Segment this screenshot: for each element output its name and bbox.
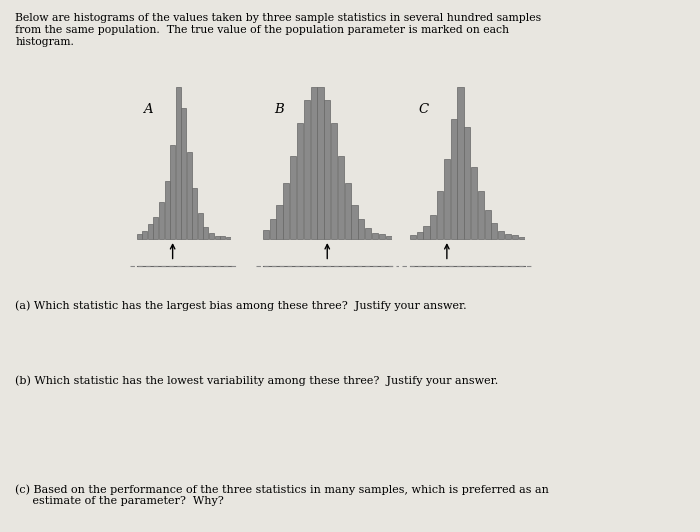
Bar [181,109,186,239]
Bar [365,228,371,239]
Text: B: B [274,103,284,116]
Bar [220,236,225,239]
Bar [209,233,214,239]
Bar [297,122,303,239]
Bar [164,181,169,239]
Bar [311,87,316,239]
Text: Below are histograms of the values taken by three sample statistics in several h: Below are histograms of the values taken… [15,13,542,46]
Bar [437,190,443,239]
Bar [344,184,351,239]
Bar [386,236,392,239]
Bar [284,184,289,239]
Bar [372,233,378,239]
Bar [304,101,310,239]
Bar [187,152,192,239]
Bar [519,237,525,239]
Bar [276,205,283,239]
Bar [193,188,197,239]
Bar [424,226,430,239]
Bar [176,87,181,239]
Bar [136,234,142,239]
Bar [198,213,203,239]
Bar [512,236,518,239]
Bar [148,224,153,239]
Bar [324,101,330,239]
Bar [451,119,456,239]
Bar [262,230,269,239]
Text: C: C [418,103,428,116]
Bar [410,236,416,239]
Text: (b) Which statistic has the lowest variability among these three?  Justify your : (b) Which statistic has the lowest varia… [15,375,498,386]
Bar [270,219,276,239]
Text: (c) Based on the performance of the three statistics in many samples, which is p: (c) Based on the performance of the thre… [15,484,550,506]
Bar [430,214,436,239]
Bar [471,167,477,239]
Text: A: A [143,103,153,116]
Bar [225,237,231,239]
Bar [444,159,450,239]
Bar [290,156,296,239]
Bar [338,156,344,239]
Bar [505,234,511,239]
Bar [215,236,220,239]
Text: (a) Which statistic has the largest bias among these three?  Justify your answer: (a) Which statistic has the largest bias… [15,301,467,311]
Bar [416,232,423,239]
Bar [478,190,484,239]
Bar [317,87,323,239]
Bar [498,231,504,239]
Bar [204,227,209,239]
Bar [331,122,337,239]
Bar [484,210,491,239]
Bar [457,87,463,239]
Bar [170,145,175,239]
Bar [153,217,158,239]
Bar [358,219,365,239]
Bar [351,205,358,239]
Bar [142,231,147,239]
Bar [379,235,385,239]
Bar [491,222,498,239]
Bar [159,203,164,239]
Bar [464,127,470,239]
